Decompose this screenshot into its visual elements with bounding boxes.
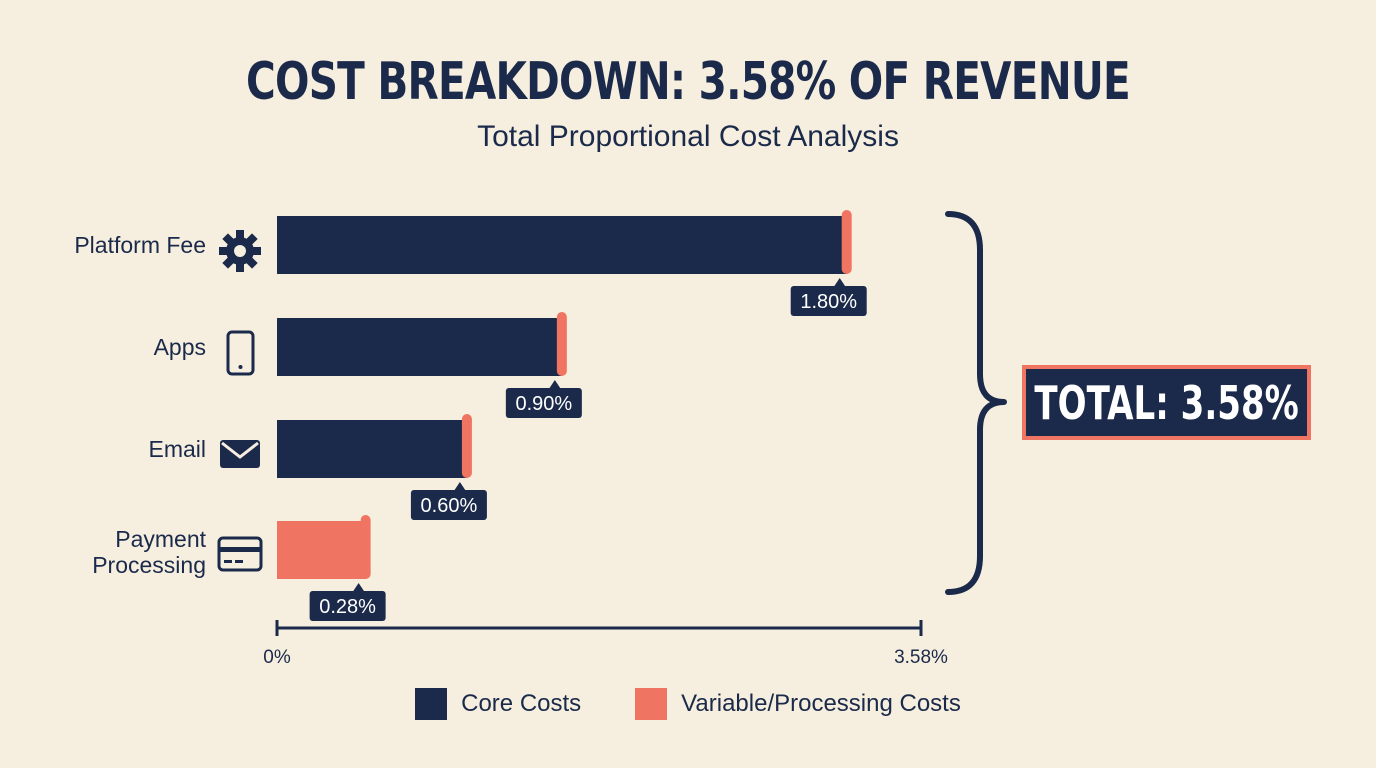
legend: Core Costs Variable/Processing Costs [0, 688, 1376, 720]
legend-label-core: Core Costs [461, 690, 582, 717]
phone-icon [226, 330, 255, 376]
value-pill-email [410, 490, 487, 520]
total-badge: TOTAL: 3.58% [1022, 365, 1311, 440]
phone-icon-button [238, 365, 243, 369]
category-label-apps: Apps [154, 334, 206, 360]
chart-subtitle: Total Proportional Cost Analysis [477, 120, 899, 153]
bar-email [277, 420, 467, 478]
legend-swatch-variable [635, 688, 668, 720]
credit-card-icon-dash-1 [224, 560, 232, 563]
gear-icon [219, 230, 261, 272]
value-label-payment-processing: 0.28% [319, 596, 376, 618]
legend-item-variable: Variable/Processing Costs [635, 688, 961, 720]
legend-item-core: Core Costs [415, 688, 581, 720]
chart-title: COST BREAKDOWN: 3.58% OF REVENUE [246, 52, 1131, 112]
category-label-email: Email [148, 436, 206, 462]
value-pointer-payment-processing [352, 583, 365, 592]
value-pill-apps [505, 388, 582, 418]
value-pill-payment-processing [309, 591, 386, 621]
credit-card-icon-stripe [219, 547, 261, 552]
value-pointer-email [453, 482, 466, 491]
legend-label-variable: Variable/Processing Costs [681, 690, 961, 717]
envelope-icon [220, 440, 260, 468]
bar-apps [277, 318, 562, 376]
value-label-platform-fee: 1.80% [800, 291, 857, 313]
value-label-apps: 0.90% [515, 393, 572, 415]
x-tick-label-start: 0% [263, 647, 291, 668]
bar-payment-processing [277, 521, 366, 579]
bar-cap-payment-processing [360, 515, 371, 579]
category-label-payment-processing: Payment Processing [92, 526, 206, 578]
bar-cap-email [461, 414, 472, 478]
total-label: TOTAL: 3.58% [1034, 375, 1299, 430]
envelope-icon-flap [221, 441, 259, 459]
bar-platform-fee [277, 216, 847, 274]
value-label-email: 0.60% [421, 495, 478, 517]
legend-swatch-core [415, 688, 448, 720]
bar-cap-apps [556, 312, 567, 376]
value-pill-platform-fee [790, 286, 867, 316]
category-label-platform-fee: Platform Fee [74, 232, 206, 258]
total-brace [945, 211, 1007, 595]
credit-card-icon [217, 536, 263, 572]
credit-card-icon-dash-2 [235, 560, 243, 563]
value-pointer-platform-fee [833, 278, 846, 287]
value-pointer-apps [548, 380, 561, 389]
bar-cap-platform-fee [841, 210, 852, 274]
x-tick-label-end: 3.58% [894, 647, 948, 668]
